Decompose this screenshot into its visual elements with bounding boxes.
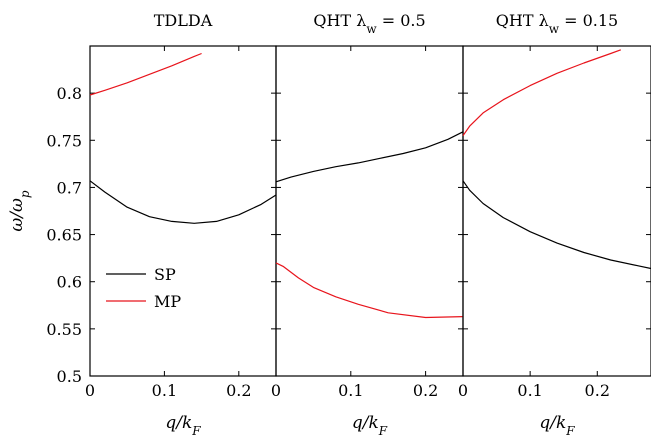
y-tick-label: 0.75	[46, 131, 82, 150]
y-tick-label: 0.5	[57, 367, 82, 386]
x-tick-label: 0.1	[517, 381, 542, 400]
panel-title: TDLDA	[154, 11, 213, 30]
x-tick-label: 0.1	[152, 381, 177, 400]
y-tick-label: 0.7	[57, 178, 82, 197]
y-tick-label: 0.6	[57, 273, 82, 292]
legend-label: SP	[154, 265, 176, 284]
legend: SP MP	[106, 265, 181, 311]
panels-layer: 0.5 0.55 0.6 0.65 0.7 0.75 0.8 0 0.1 0.2 TDLDA q/kF…	[46, 11, 651, 436]
x-tick-label: 0	[271, 381, 281, 400]
x-tick-label: 0.2	[226, 381, 251, 400]
y-axis-label: ω/ωp	[7, 190, 32, 231]
series-line-mp	[275, 262, 464, 319]
y-tick-label: 0.65	[46, 226, 82, 245]
x-tick-label: 0	[458, 381, 468, 400]
x-axis-label: q/kF	[539, 413, 575, 436]
panel-title: QHT λw = 0.15	[496, 11, 618, 36]
panel: 0 0.1 0.2 QHT λw = 0.5 q/kF	[271, 11, 464, 436]
x-axis-label: q/kF	[352, 413, 388, 436]
series-line-sp	[89, 180, 277, 224]
x-axis-label: q/kF	[165, 413, 201, 436]
panel-frame	[275, 45, 464, 377]
x-tick-label: 0.2	[413, 381, 438, 400]
x-tick-label: 0	[85, 381, 95, 400]
series-line-sp	[275, 131, 464, 183]
x-tick-label: 0.2	[585, 381, 610, 400]
series-line-sp	[462, 180, 651, 270]
legend-label: MP	[154, 292, 181, 311]
y-tick-label: 0.8	[57, 84, 82, 103]
series-line-mp	[89, 52, 202, 96]
panel-frame	[462, 45, 651, 377]
y-tick-label: 0.55	[46, 320, 82, 339]
series-line-mp	[462, 49, 622, 136]
panel: 0 0.1 0.2 TDLDA q/kF	[85, 11, 277, 436]
x-tick-label: 0.1	[338, 381, 363, 400]
panel: 0 0.1 0.2 QHT λw = 0.15 q/kF	[458, 11, 651, 436]
panel-title: QHT λw = 0.5	[313, 11, 425, 36]
axis-label-layer: ω/ωp	[7, 190, 32, 231]
